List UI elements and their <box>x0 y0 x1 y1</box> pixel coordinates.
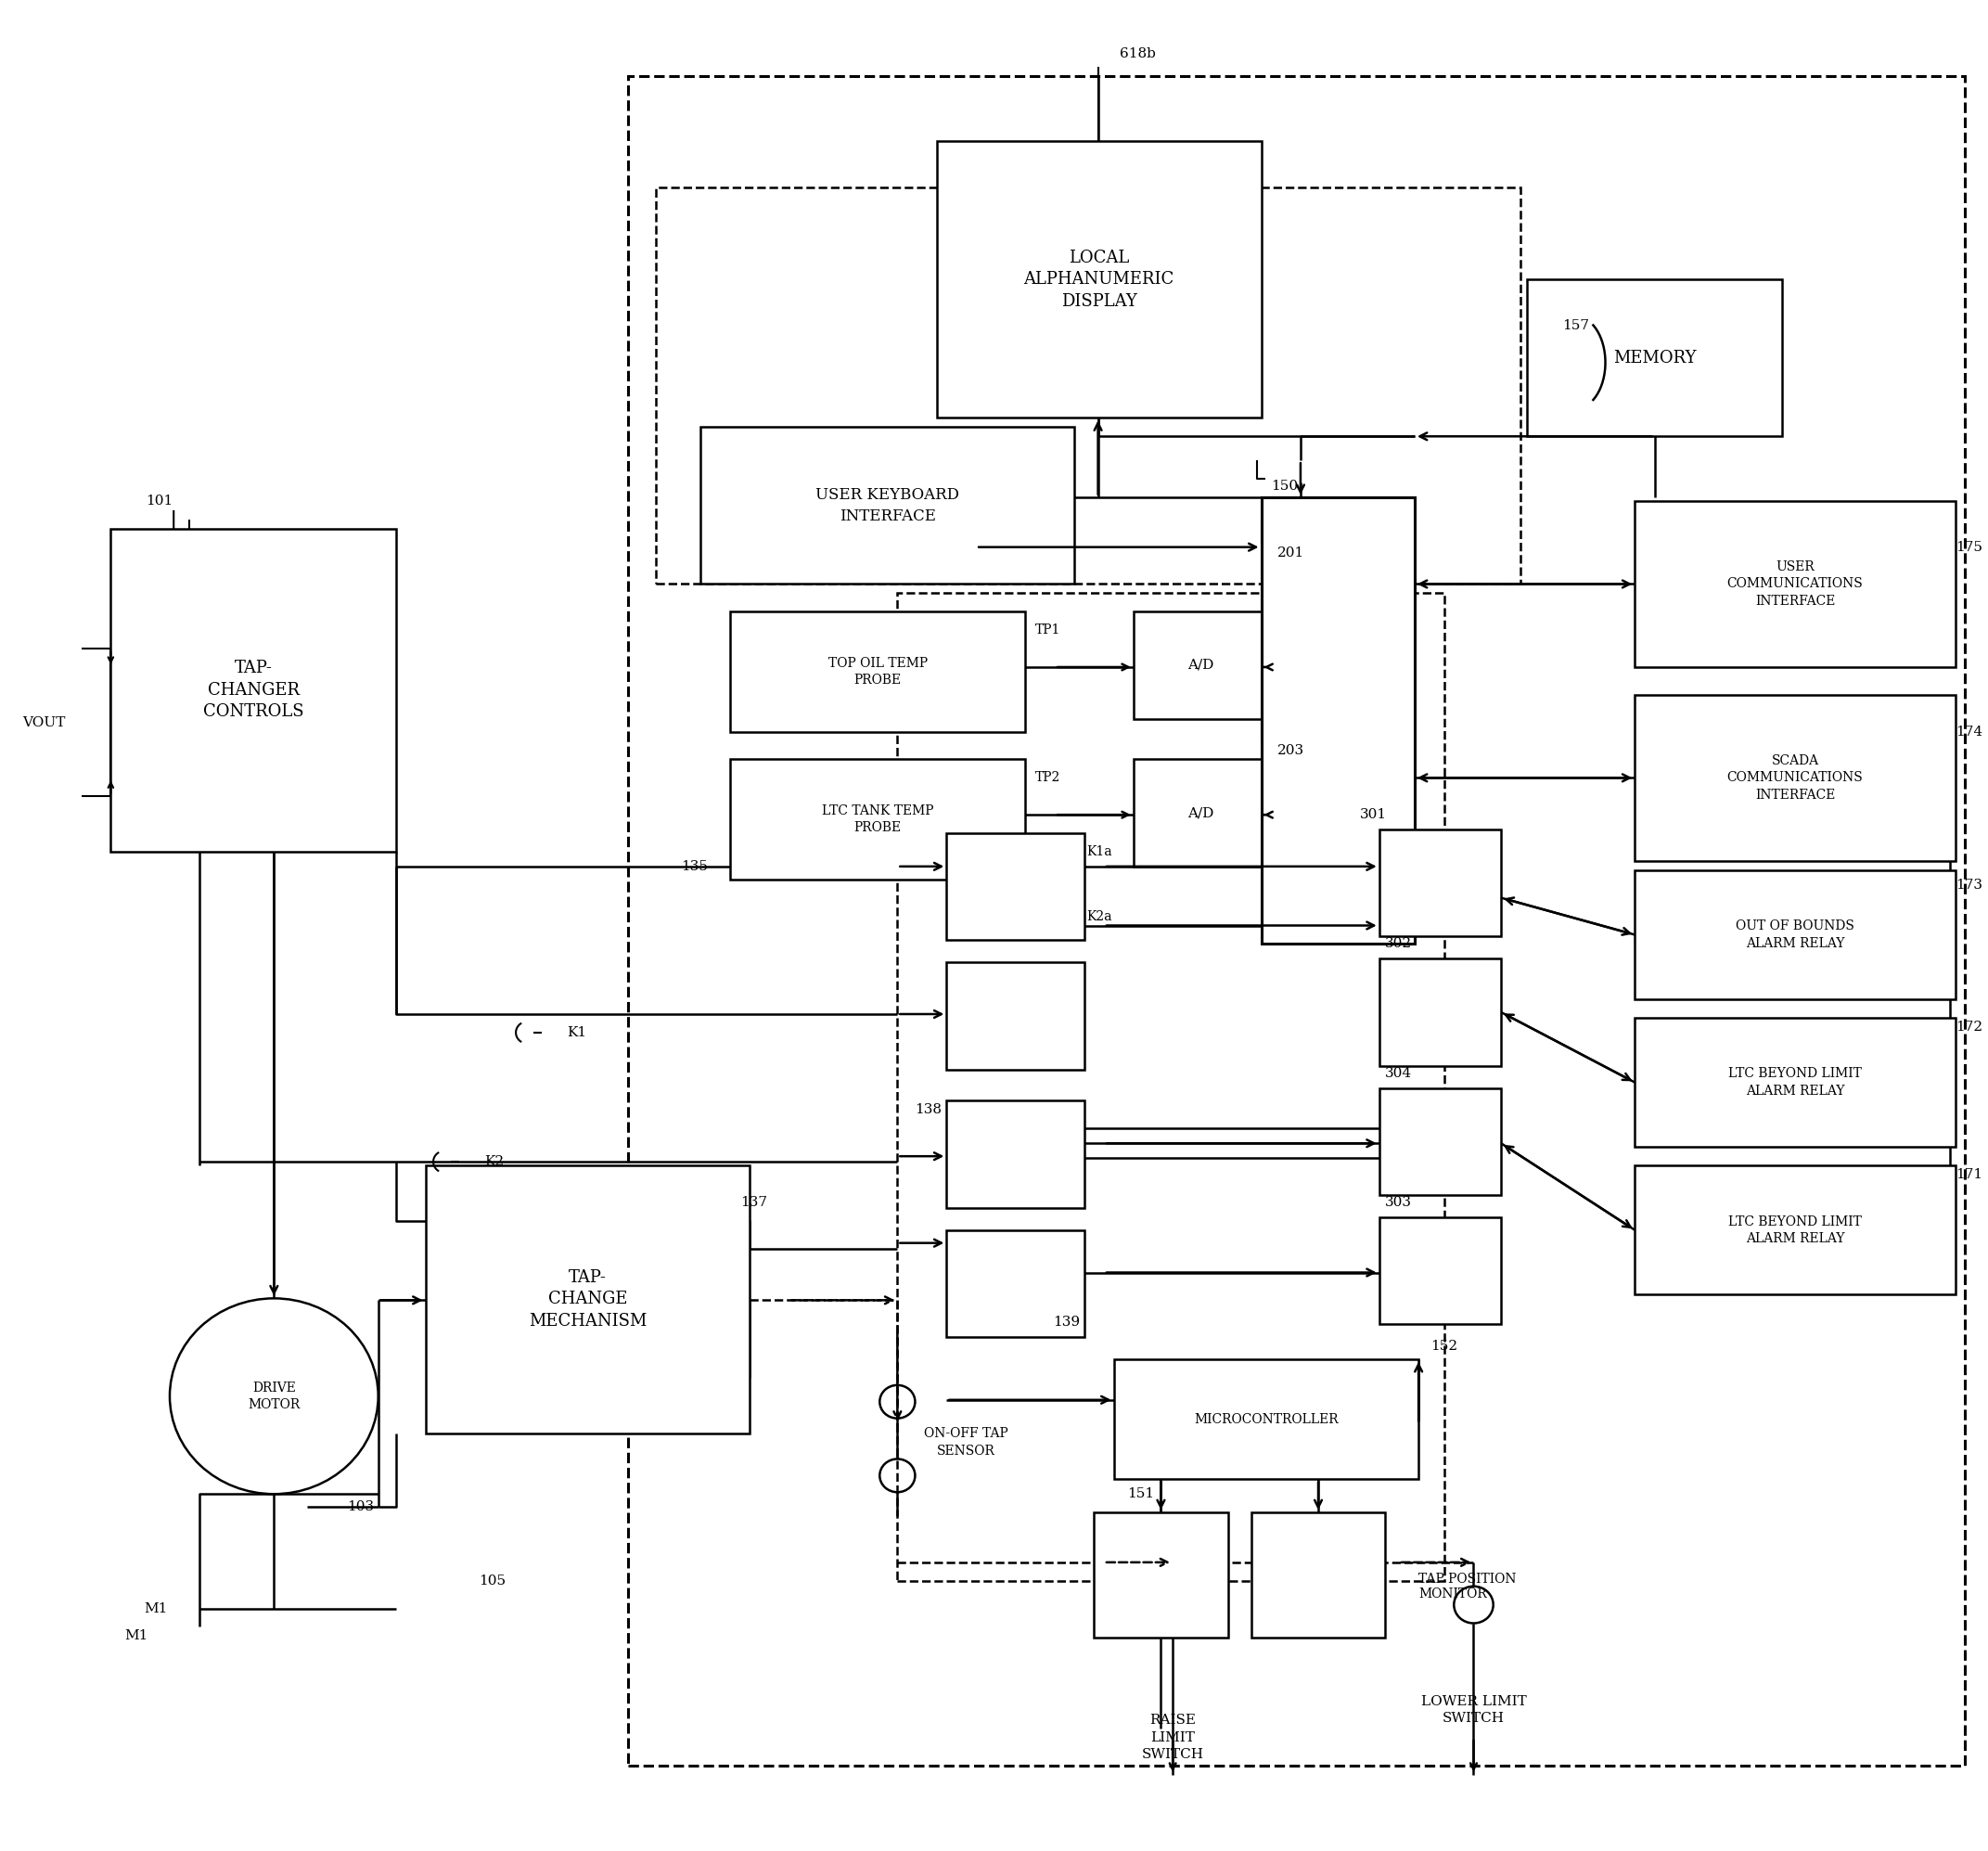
Text: 175: 175 <box>1956 540 1982 553</box>
Text: 174: 174 <box>1956 726 1982 739</box>
Text: 203: 203 <box>1276 744 1304 757</box>
Bar <box>730 611 1026 731</box>
Text: A/D: A/D <box>1187 659 1213 672</box>
Bar <box>1634 870 1956 1000</box>
Text: 135: 135 <box>682 861 708 874</box>
Text: 304: 304 <box>1386 1066 1411 1079</box>
Bar <box>946 1231 1083 1336</box>
Bar <box>111 529 396 851</box>
Text: 105: 105 <box>479 1575 505 1588</box>
Bar <box>1634 1166 1956 1294</box>
Bar <box>1133 759 1266 866</box>
Text: 171: 171 <box>1956 1168 1982 1181</box>
Bar <box>1634 502 1956 666</box>
Bar <box>1634 1018 1956 1148</box>
Text: M1: M1 <box>145 1601 167 1614</box>
Text: 137: 137 <box>740 1196 767 1209</box>
Text: K1: K1 <box>567 1025 586 1038</box>
Bar <box>946 1101 1083 1209</box>
Bar <box>425 1166 749 1433</box>
Text: 101: 101 <box>147 494 173 507</box>
Text: TAP-
CHANGER
CONTROLS: TAP- CHANGER CONTROLS <box>203 661 304 720</box>
Text: 201: 201 <box>1276 546 1304 559</box>
Bar <box>1634 694 1956 861</box>
Text: TP2: TP2 <box>1036 772 1060 785</box>
Text: 173: 173 <box>1956 879 1982 892</box>
Text: LTC BEYOND LIMIT
ALARM RELAY: LTC BEYOND LIMIT ALARM RELAY <box>1728 1068 1863 1098</box>
Bar <box>700 428 1074 585</box>
Text: USER
COMMUNICATIONS
INTERFACE: USER COMMUNICATIONS INTERFACE <box>1728 561 1863 607</box>
Text: 302: 302 <box>1386 937 1411 950</box>
Text: M1: M1 <box>125 1629 147 1642</box>
Text: 172: 172 <box>1956 1020 1982 1033</box>
Bar <box>628 76 1966 1766</box>
Text: 139: 139 <box>1054 1316 1079 1329</box>
Text: 152: 152 <box>1429 1340 1457 1353</box>
Text: TOP OIL TEMP
PROBE: TOP OIL TEMP PROBE <box>829 657 928 687</box>
Bar <box>897 594 1443 1581</box>
Text: K1a: K1a <box>1085 846 1111 859</box>
Bar <box>1380 829 1501 937</box>
Text: LTC TANK TEMP
PROBE: LTC TANK TEMP PROBE <box>821 805 934 835</box>
Bar <box>946 833 1083 940</box>
Bar <box>1260 498 1415 944</box>
Bar <box>1380 1218 1501 1323</box>
Bar <box>730 759 1026 879</box>
Text: 103: 103 <box>346 1501 374 1514</box>
Text: K2: K2 <box>485 1155 505 1168</box>
Text: 301: 301 <box>1360 809 1386 822</box>
Bar <box>1113 1359 1419 1479</box>
Bar <box>1527 280 1783 437</box>
Text: OUT OF BOUNDS
ALARM RELAY: OUT OF BOUNDS ALARM RELAY <box>1736 920 1855 950</box>
Text: LTC BEYOND LIMIT
ALARM RELAY: LTC BEYOND LIMIT ALARM RELAY <box>1728 1214 1863 1246</box>
Text: RAISE
LIMIT
SWITCH: RAISE LIMIT SWITCH <box>1141 1714 1205 1762</box>
Text: MEMORY: MEMORY <box>1612 350 1696 366</box>
Bar <box>1250 1512 1386 1638</box>
Bar <box>656 187 1521 585</box>
Text: 138: 138 <box>914 1103 942 1116</box>
Text: TAP POSITION
MONITOR: TAP POSITION MONITOR <box>1419 1571 1517 1601</box>
Text: TAP-
CHANGE
MECHANISM: TAP- CHANGE MECHANISM <box>529 1270 646 1329</box>
Text: 157: 157 <box>1563 318 1588 331</box>
Text: 151: 151 <box>1127 1488 1155 1501</box>
Bar <box>936 141 1260 418</box>
Text: TP1: TP1 <box>1036 624 1060 637</box>
Text: 303: 303 <box>1386 1196 1411 1209</box>
Bar <box>1380 1088 1501 1196</box>
Text: DRIVE
MOTOR: DRIVE MOTOR <box>248 1381 300 1410</box>
Bar <box>1133 611 1266 718</box>
Text: LOWER LIMIT
SWITCH: LOWER LIMIT SWITCH <box>1421 1696 1527 1725</box>
Text: K2a: K2a <box>1085 911 1111 924</box>
Text: ON-OFF TAP
SENSOR: ON-OFF TAP SENSOR <box>924 1427 1008 1457</box>
Text: MICROCONTROLLER: MICROCONTROLLER <box>1195 1412 1338 1425</box>
Text: A/D: A/D <box>1187 807 1213 820</box>
Bar <box>946 963 1083 1070</box>
Text: 150: 150 <box>1270 479 1298 492</box>
Bar <box>1380 959 1501 1066</box>
Text: USER KEYBOARD
INTERFACE: USER KEYBOARD INTERFACE <box>815 487 960 524</box>
Text: 618b: 618b <box>1119 48 1155 61</box>
Text: SCADA
COMMUNICATIONS
INTERFACE: SCADA COMMUNICATIONS INTERFACE <box>1728 753 1863 801</box>
Text: VOUT: VOUT <box>22 716 66 729</box>
Bar <box>1093 1512 1229 1638</box>
Text: LOCAL
ALPHANUMERIC
DISPLAY: LOCAL ALPHANUMERIC DISPLAY <box>1024 250 1175 309</box>
